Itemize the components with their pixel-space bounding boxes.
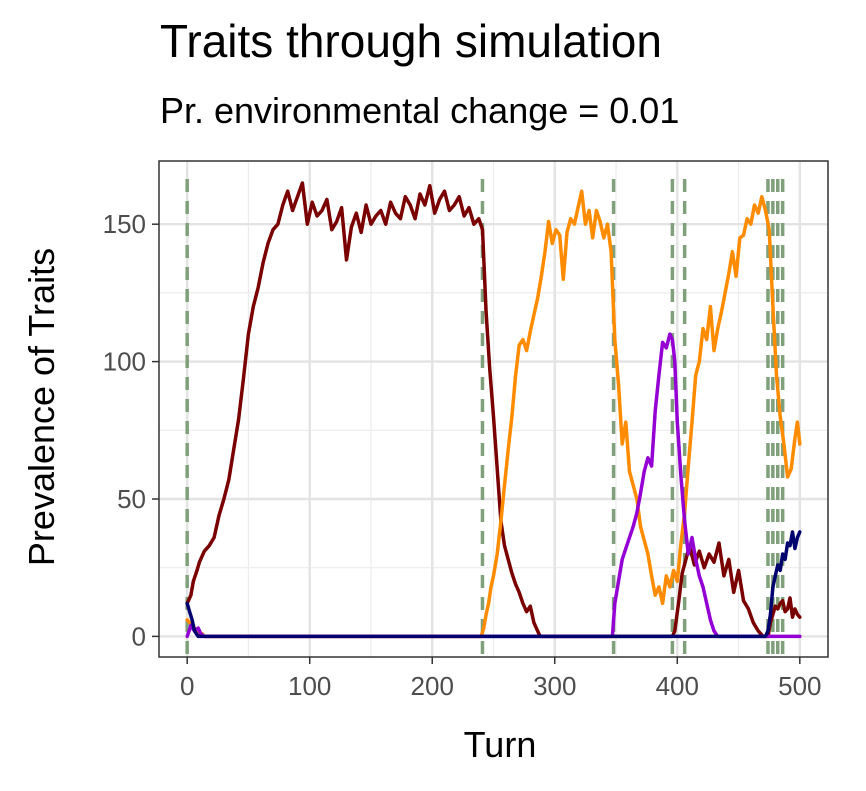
series-lines (185, 181, 802, 639)
series-line-1 (185, 181, 802, 639)
y-tick-label: 0 (132, 621, 146, 651)
x-tick-label: 0 (180, 671, 194, 701)
chart-title: Traits through simulation (160, 15, 662, 67)
panel-border (158, 160, 829, 658)
x-tick-labels: 0 100 200 300 400 500 (180, 671, 822, 701)
x-tick-label: 300 (533, 671, 576, 701)
x-tick-label: 400 (656, 671, 699, 701)
y-tick-label: 100 (103, 347, 146, 377)
y-tick-label: 150 (103, 209, 146, 239)
x-tick-label: 200 (411, 671, 454, 701)
x-tick-label: 500 (778, 671, 821, 701)
axis-ticks (152, 223, 801, 664)
series-line-4 (185, 530, 802, 639)
x-axis-title: Turn (464, 724, 537, 765)
y-tick-label: 50 (117, 484, 146, 514)
x-tick-label: 100 (288, 671, 331, 701)
chart-subtitle: Pr. environmental change = 0.01 (160, 90, 680, 131)
series-line-2 (185, 189, 802, 639)
y-tick-labels: 0 50 100 150 (103, 209, 146, 651)
y-axis-title: Prevalence of Traits (21, 248, 62, 566)
